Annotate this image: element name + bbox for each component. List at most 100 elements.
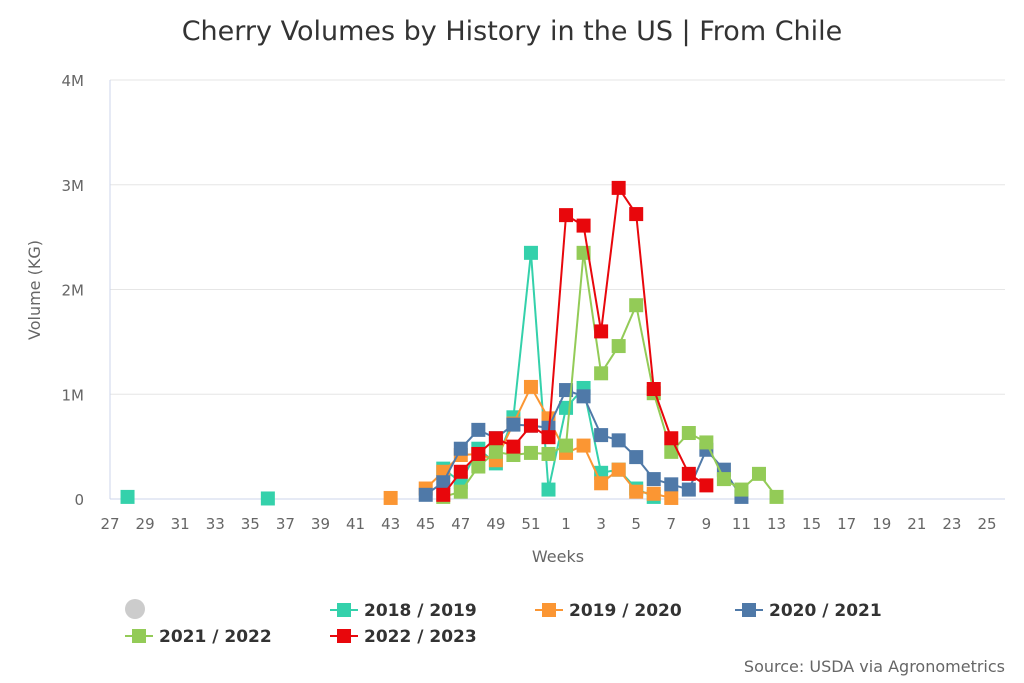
x-tick-label: 27 <box>100 515 119 533</box>
data-point <box>576 438 591 453</box>
x-tick-label: 1 <box>561 515 571 533</box>
data-point <box>436 475 451 490</box>
data-point <box>664 490 679 505</box>
data-point <box>646 382 661 397</box>
x-tick-label: 47 <box>451 515 470 533</box>
data-point <box>629 450 644 465</box>
legend-label: 2019 / 2020 <box>569 601 682 621</box>
data-point <box>453 464 468 479</box>
data-point <box>523 418 538 433</box>
hidden-legend-marker[interactable] <box>125 599 145 619</box>
y-axis-title: Volume (KG) <box>25 240 44 340</box>
y-tick-label: 2M <box>62 282 85 300</box>
data-point <box>699 435 714 450</box>
x-tick-label: 49 <box>486 515 505 533</box>
x-tick-label: 35 <box>241 515 260 533</box>
data-point <box>559 438 574 453</box>
legend-marker <box>542 603 556 617</box>
x-tick-label: 9 <box>702 515 712 533</box>
data-point <box>646 486 661 501</box>
series-line-segment <box>547 215 568 438</box>
x-tick-label: 31 <box>171 515 190 533</box>
x-tick-label: 45 <box>416 515 435 533</box>
x-tick-label: 21 <box>907 515 926 533</box>
data-point <box>541 482 556 497</box>
x-tick-label: 43 <box>381 515 400 533</box>
x-tick-label: 5 <box>631 515 641 533</box>
data-point <box>664 431 679 446</box>
legend-label: 2018 / 2019 <box>364 601 477 621</box>
y-tick-label: 0 <box>74 491 84 509</box>
x-tick-label: 51 <box>521 515 540 533</box>
y-tick-label: 1M <box>62 386 85 404</box>
x-tick-label: 3 <box>596 515 606 533</box>
series-line-segment <box>512 252 532 418</box>
legend-item-2022-2023[interactable]: 2022 / 2023 <box>330 627 477 647</box>
series-2019-2020 <box>383 379 679 505</box>
data-point <box>523 379 538 394</box>
x-tick-label: 23 <box>942 515 961 533</box>
data-point <box>488 431 503 446</box>
series-line-segment <box>635 213 655 390</box>
data-point <box>471 422 486 437</box>
series-2022-2023 <box>436 180 714 502</box>
data-point <box>559 400 574 415</box>
y-tick-label: 3M <box>62 177 85 195</box>
x-tick-label: 13 <box>767 515 786 533</box>
data-point <box>453 441 468 456</box>
data-point <box>629 484 644 499</box>
data-point <box>769 489 784 504</box>
data-point <box>541 446 556 461</box>
data-point <box>594 324 609 339</box>
series-line-segment <box>635 305 655 394</box>
data-point <box>418 487 433 502</box>
data-point <box>576 389 591 404</box>
series-line-segment <box>582 225 603 332</box>
data-point <box>120 489 135 504</box>
x-tick-label: 33 <box>206 515 225 533</box>
data-point <box>681 466 696 481</box>
data-point <box>629 298 644 313</box>
legend-marker <box>337 603 351 617</box>
data-point <box>629 207 644 222</box>
x-tick-label: 15 <box>802 515 821 533</box>
data-point <box>383 490 398 505</box>
legend-item-2019-2020[interactable]: 2019 / 2020 <box>535 601 682 621</box>
x-tick-label: 19 <box>872 515 891 533</box>
legend-item-2018-2019[interactable]: 2018 / 2019 <box>330 601 477 621</box>
legend: 2018 / 2019 2019 / 2020 2020 / 2021 2021 / … <box>125 601 882 647</box>
x-tick-label: 37 <box>276 515 295 533</box>
data-point <box>471 459 486 474</box>
data-point <box>716 472 731 487</box>
data-point <box>594 428 609 443</box>
data-point <box>681 482 696 497</box>
x-tick-label: 41 <box>346 515 365 533</box>
series-line-segment <box>600 187 620 332</box>
data-point <box>523 445 538 460</box>
series-layer <box>120 180 784 506</box>
data-point <box>523 245 538 260</box>
data-point <box>664 444 679 459</box>
series-line-segment <box>652 388 673 439</box>
x-tick-label: 29 <box>136 515 155 533</box>
data-point <box>506 417 521 432</box>
data-point <box>611 462 626 477</box>
data-point <box>664 477 679 492</box>
legend-marker <box>742 603 756 617</box>
legend-item-2021-2022[interactable]: 2021 / 2022 <box>125 627 272 647</box>
series-line-segment <box>582 252 603 374</box>
data-point <box>260 491 275 506</box>
legend-item-2020-2021[interactable]: 2020 / 2021 <box>735 601 882 621</box>
data-point <box>734 482 749 497</box>
data-point <box>559 383 574 398</box>
x-tick-label: 11 <box>732 515 751 533</box>
data-point <box>751 466 766 481</box>
grid <box>109 79 1005 500</box>
x-axis-title: Weeks <box>532 547 584 566</box>
y-axis-ticks: 0 1M 2M 3M 4M <box>62 72 85 509</box>
legend-label: 2022 / 2023 <box>364 627 477 647</box>
data-point <box>699 478 714 493</box>
data-point <box>559 208 574 223</box>
x-axis-ticks: 27 29 31 33 35 37 39 41 43 45 47 49 51 1 3 5 7 9 11 13 15 17 1… <box>100 515 996 533</box>
